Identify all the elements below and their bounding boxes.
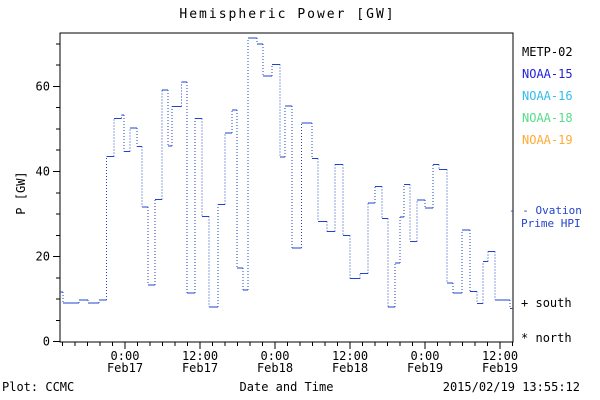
- page-title: Hemispheric Power [GW]: [179, 7, 396, 22]
- x-tick-label-date: Feb17: [182, 361, 218, 375]
- x-axis-title: Date and Time: [239, 380, 334, 394]
- footer-plot-credit: Plot: CCMC: [2, 380, 75, 394]
- y-tick-label: 60: [36, 79, 50, 93]
- ovation-label-line2: Prime HPI: [521, 217, 581, 230]
- x-tick-label-time: 12:00: [332, 349, 368, 363]
- legend-item-noaa16: NOAA-16: [522, 89, 598, 105]
- x-tick-label-time: 0:00: [261, 349, 290, 363]
- dashed-line-icon: - -: [509, 204, 529, 217]
- y-tick-label: 0: [43, 335, 50, 349]
- marker-key-north: * north: [521, 331, 572, 345]
- marker-label: south: [535, 296, 572, 310]
- x-tick-label-date: Feb18: [332, 361, 368, 375]
- legend-label: NOAA-18: [522, 111, 573, 125]
- y-tick-label: 20: [36, 250, 50, 264]
- y-tick-label: 40: [36, 164, 50, 178]
- legend-label: METP-02: [522, 45, 573, 59]
- legend-item-noaa18: NOAA-18: [522, 111, 598, 127]
- legend-label: NOAA-16: [522, 89, 573, 103]
- marker-key-south: + south: [521, 296, 572, 310]
- ovation-label-line1: Ovation: [535, 204, 582, 217]
- plus-symbol-icon: +: [521, 296, 529, 310]
- legend-item-noaa15: NOAA-15: [522, 67, 598, 83]
- x-tick-label-date: Feb17: [107, 361, 143, 375]
- x-tick-label-time: 12:00: [182, 349, 218, 363]
- legend-ovation-prime-hpi: - - Ovation Prime HPI: [509, 204, 599, 230]
- y-axis-label: P [GW]: [14, 171, 28, 215]
- legend-label: NOAA-19: [522, 133, 573, 147]
- x-tick-label-date: Feb19: [482, 361, 518, 375]
- legend-item-noaa19: NOAA-19: [522, 133, 598, 149]
- footer-timestamp: 2015/02/19 13:55:12: [442, 380, 580, 394]
- legend-label: NOAA-15: [522, 67, 573, 81]
- x-tick-label-time: 12:00: [482, 349, 518, 363]
- legend-item-metp02: METP-02: [522, 45, 598, 61]
- x-tick-label-time: 0:00: [411, 349, 440, 363]
- x-tick-label-time: 0:00: [111, 349, 140, 363]
- x-tick-label-date: Feb19: [407, 361, 443, 375]
- plot-border: [59, 32, 514, 343]
- asterisk-symbol-icon: *: [521, 331, 529, 345]
- marker-label: north: [535, 331, 572, 345]
- x-tick-label-date: Feb18: [257, 361, 293, 375]
